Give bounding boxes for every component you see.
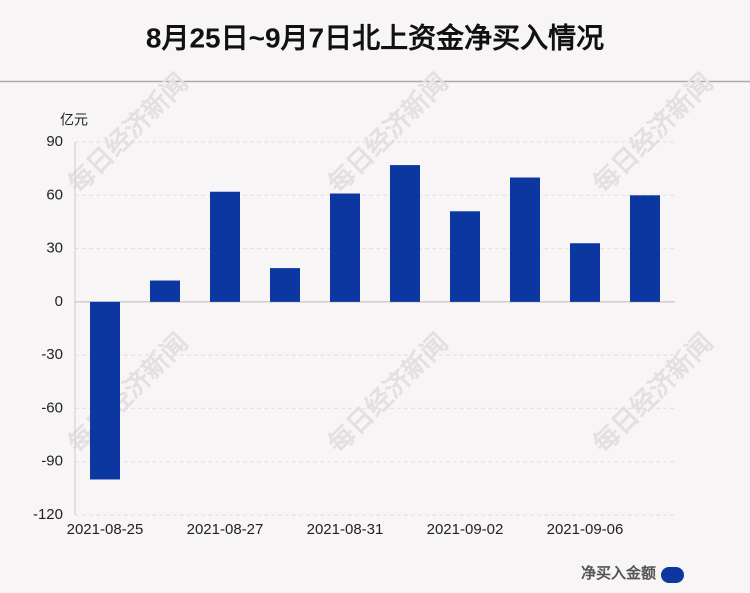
y-tick-label: 60: [46, 186, 63, 203]
bar: [150, 280, 180, 302]
y-unit: 亿元: [60, 112, 88, 128]
bar: [630, 195, 660, 302]
y-tick-label: 90: [46, 133, 63, 150]
bar: [90, 301, 120, 480]
bar: [570, 243, 600, 302]
bar: [390, 165, 420, 302]
legend-label: 净买入金额: [581, 564, 656, 582]
legend-swatch: [661, 567, 684, 583]
y-tick-label: -120: [33, 506, 63, 523]
bar: [330, 193, 360, 302]
x-tick-label: 2021-08-25: [67, 521, 144, 538]
x-tick-label: 2021-08-27: [187, 521, 264, 538]
bar: [270, 268, 300, 302]
y-tick-label: 0: [55, 293, 63, 310]
y-tick-label: -60: [41, 399, 63, 416]
bar: [510, 177, 540, 302]
chart-title: 8月25日~9月7日北上资金净买入情况: [146, 21, 604, 53]
y-tick-label: -30: [41, 346, 63, 363]
y-tick-label: -90: [41, 453, 63, 470]
x-tick-label: 2021-08-31: [307, 521, 384, 538]
x-tick-label: 2021-09-02: [427, 521, 504, 538]
bar: [210, 191, 240, 302]
x-tick-label: 2021-09-06: [547, 521, 624, 538]
y-tick-label: 30: [46, 240, 63, 257]
bar: [450, 211, 480, 302]
